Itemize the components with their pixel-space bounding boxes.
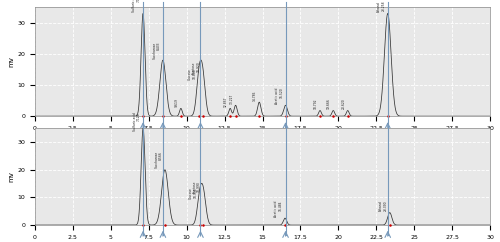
Text: Fructose
10.920: Fructose 10.920 [192,62,200,74]
Y-axis label: mv: mv [8,171,14,182]
Text: Saccharose
8.433: Saccharose 8.433 [152,41,160,59]
Text: Acetic acid
16.520: Acetic acid 16.520 [275,87,283,104]
Text: Sulfuric acid
7.124: Sulfuric acid 7.124 [132,0,141,12]
Text: Ethanol
23.258: Ethanol 23.258 [377,1,386,12]
Text: 20.620: 20.620 [342,98,345,109]
Text: Acetic acid
16.484: Acetic acid 16.484 [274,200,282,217]
X-axis label: AW1: AW1 [254,134,270,140]
Text: 9.619: 9.619 [174,98,178,107]
Text: 19.666: 19.666 [327,98,331,109]
Text: Glucose
10.860: Glucose 10.860 [188,68,196,80]
Text: 13.227: 13.227 [230,93,234,104]
Text: 14.786: 14.786 [253,90,257,101]
Y-axis label: mv: mv [8,56,14,67]
Text: Sulfuric acid
7.128: Sulfuric acid 7.128 [132,112,141,131]
Text: Saccharose
8.566: Saccharose 8.566 [154,151,162,168]
Text: Ethanol
23.390: Ethanol 23.390 [379,200,388,211]
Text: 12.867: 12.867 [224,96,228,107]
Text: 18.792: 18.792 [314,98,318,109]
Text: Glucose
10.951: Glucose 10.951 [189,187,198,199]
Text: Fructose
10.990: Fructose 10.990 [193,181,201,193]
